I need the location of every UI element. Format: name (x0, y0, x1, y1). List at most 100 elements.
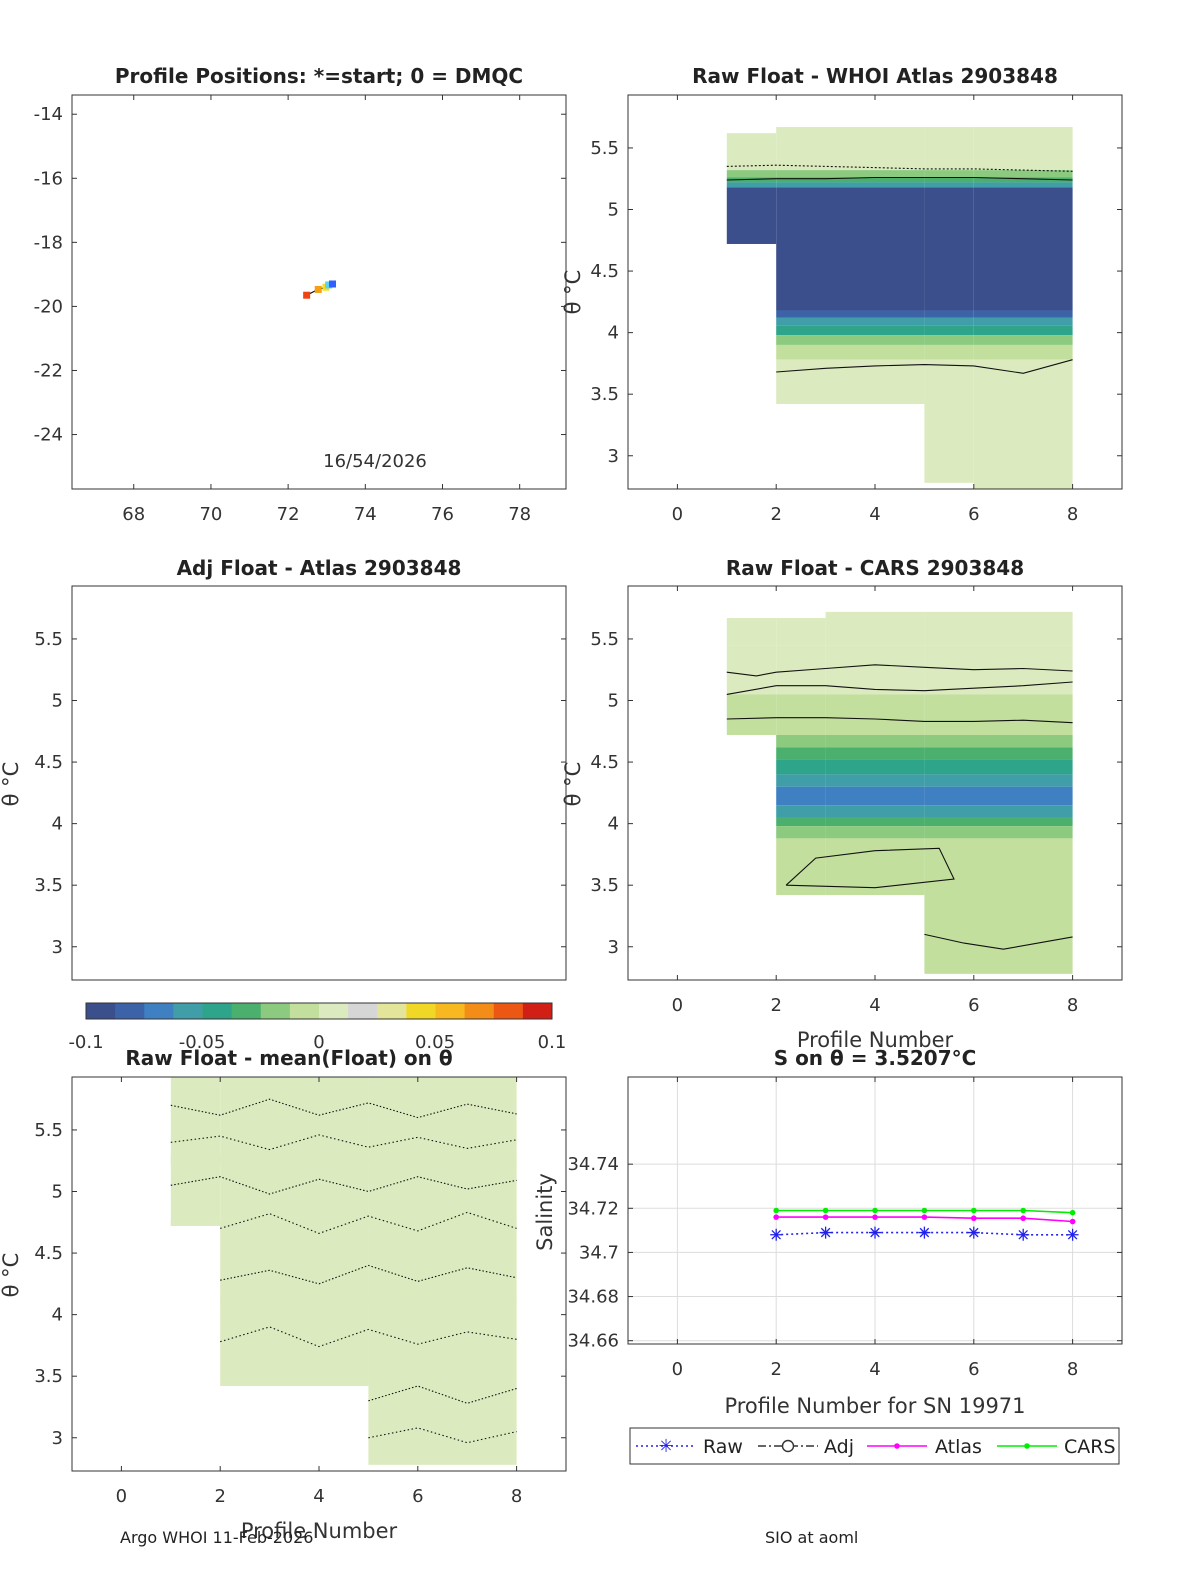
heatmap-cell (924, 170, 974, 178)
contour-line (220, 1211, 517, 1234)
y-tick-label: 3.5 (590, 875, 619, 896)
contour-line (368, 1385, 517, 1404)
y-tick-label: -24 (34, 425, 63, 446)
y-tick-label: 5 (52, 1182, 63, 1203)
colorbar-swatch (377, 1003, 407, 1019)
contour-line (726, 176, 1073, 181)
profile-position-point (329, 280, 337, 288)
y-tick-label: 5.5 (34, 1120, 63, 1141)
heatmap-cell (924, 694, 1073, 735)
colorbar-swatch (406, 1003, 436, 1019)
heatmap-cell (924, 344, 974, 360)
heatmap-cell (924, 127, 974, 171)
x-tick-label: 8 (1067, 1359, 1078, 1380)
heatmap-cell (924, 805, 1073, 818)
y-tick-label: -16 (34, 168, 63, 189)
data-point (971, 1215, 977, 1222)
heatmap-cell (726, 645, 777, 695)
heatmap-cell (726, 187, 777, 244)
panel-float-anom: Raw Float - mean(Float) on θ 0 2 4 6 8 3 3.5 4 4… (0, 1046, 567, 1543)
colorbar-swatch (231, 1003, 262, 1019)
y-tick-label: 5.5 (590, 629, 619, 650)
contour-line (776, 359, 1073, 374)
heatmap-cell (924, 747, 1073, 760)
contour-line (170, 1134, 517, 1151)
data-point (822, 1214, 829, 1220)
data-point (971, 1207, 977, 1214)
gridlines (628, 1077, 1122, 1344)
panel-raw-cars-ylabel: θ °C (561, 762, 585, 807)
y-tick-label: 4 (608, 323, 619, 344)
panel-positions: Profile Positions: *=start; 0 = DMQC 68 7… (34, 64, 567, 525)
x-tick-label: 4 (869, 504, 880, 525)
axes-background (72, 586, 566, 980)
colorbar-swatch (348, 1003, 378, 1019)
profile-position-point (303, 291, 311, 299)
y-tick-label: 4 (608, 814, 619, 835)
y-tick-label: 3.5 (590, 384, 619, 405)
y-tick-label: -14 (34, 104, 63, 125)
profile-position-point (325, 281, 333, 289)
data-point (1020, 1215, 1026, 1222)
colorbar-swatch (435, 1003, 466, 1019)
x-tick-label: 2 (214, 1486, 225, 1507)
heatmap-cell (973, 317, 1073, 326)
panel-salinity: S on θ = 3.5207°C 0 2 4 6 8 34.66 34.68 34.7 34.… (533, 1046, 1123, 1465)
y-tick-label: 3.5 (34, 875, 63, 896)
heatmap-cell (973, 177, 1073, 183)
heatmap-cell (924, 774, 1073, 787)
heatmap-cell (924, 182, 974, 188)
panel-raw-atlas-ylabel: θ °C (561, 270, 585, 315)
y-tick-label: -18 (34, 232, 63, 253)
heatmap-cell (776, 805, 826, 818)
data-point (1017, 1228, 1030, 1241)
x-tick-label: 8 (1067, 995, 1078, 1016)
panel-salinity-title: S on θ = 3.5207°C (774, 1046, 977, 1070)
contour-line (726, 164, 1073, 172)
heatmap-column (726, 618, 777, 735)
y-tick-label: 3 (608, 446, 619, 467)
heatmap-cell (825, 694, 925, 735)
legend-adj-label: Adj (824, 1436, 854, 1458)
data-point (1066, 1228, 1079, 1241)
legend-cars-marker (1024, 1443, 1030, 1449)
contour-line (726, 681, 1073, 695)
heatmap-cell (825, 805, 925, 818)
heatmap-cell (776, 359, 925, 405)
heatmap-cell (924, 826, 1073, 839)
panel-float-anom-xlabel: Profile Number (241, 1519, 398, 1543)
panel-salinity-xlabel: Profile Number for SN 19971 (724, 1394, 1025, 1418)
panel-raw-cars-xlabel: Profile Number (797, 1028, 954, 1052)
data-point (822, 1207, 829, 1214)
x-tick-label: 2 (770, 995, 781, 1016)
panel-adj-atlas-ylabel: θ °C (0, 762, 23, 807)
x-tick-label: 0 (672, 995, 683, 1016)
y-tick-label: 4 (52, 814, 63, 835)
x-tick-label: 8 (1067, 504, 1078, 525)
panel-raw-atlas: Raw Float - WHOI Atlas 2903848 0 2 4 6 8 3 3.5… (561, 64, 1123, 525)
date-annotation: 16/54/2026 (323, 451, 427, 472)
axis-ticks: 68 70 72 74 76 78 -24 -22 -20 -18 -16 -14 (34, 95, 566, 525)
heatmap-cell (368, 1077, 517, 1465)
heatmap-cell (368, 1154, 517, 1165)
data-point (773, 1214, 779, 1220)
heatmap-cell (924, 817, 1073, 827)
heatmap-cell (776, 310, 925, 318)
contour-line (220, 1326, 517, 1348)
heatmap-cell (726, 177, 777, 183)
heatmap-cell (776, 747, 826, 760)
heatmap-cell (924, 335, 974, 345)
x-tick-label: 6 (412, 1486, 423, 1507)
heatmap-cell (825, 817, 925, 827)
heatmap-cell (973, 359, 1073, 489)
series-atlas (773, 1214, 1076, 1225)
colorbar-swatch (115, 1003, 145, 1019)
heatmap-cell (825, 838, 925, 896)
heatmap-cell (776, 774, 826, 787)
heatmap-cell (776, 335, 925, 345)
heatmap-cell (973, 325, 1073, 336)
panel-salinity-ylabel: Salinity (533, 1173, 557, 1251)
contour-line (368, 1427, 517, 1444)
heatmap-cell (726, 133, 777, 171)
